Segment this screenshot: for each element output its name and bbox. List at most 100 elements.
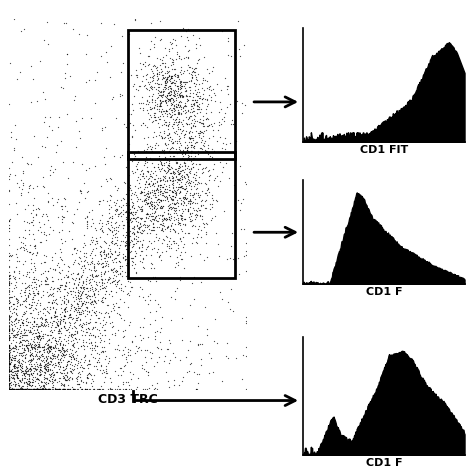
Point <box>73 385 81 392</box>
Point <box>137 215 145 223</box>
Point <box>37 321 45 328</box>
Point <box>70 307 78 315</box>
Point <box>137 223 145 230</box>
Point <box>199 165 206 173</box>
Point <box>12 315 19 323</box>
Point <box>42 353 50 360</box>
Point <box>26 351 34 359</box>
Point <box>91 308 98 316</box>
Point <box>185 133 192 141</box>
Point <box>43 133 51 141</box>
Point <box>164 97 172 105</box>
Point <box>186 156 193 164</box>
Point <box>174 166 182 174</box>
Point <box>80 261 88 269</box>
Point <box>38 385 46 392</box>
Point <box>106 245 114 253</box>
Point <box>89 273 96 281</box>
Point <box>237 200 245 207</box>
Point <box>112 207 120 214</box>
Point <box>58 345 65 353</box>
Point <box>8 327 16 334</box>
Point <box>209 68 216 75</box>
Point <box>98 219 106 227</box>
Point <box>133 191 140 199</box>
Point <box>123 207 130 215</box>
Point <box>158 121 166 128</box>
Point <box>55 385 62 392</box>
Point <box>6 384 13 392</box>
Point <box>35 348 43 356</box>
Point <box>209 203 216 211</box>
Point <box>165 159 173 166</box>
Point <box>36 385 44 392</box>
Point <box>53 323 60 331</box>
Point <box>20 217 28 225</box>
Point <box>186 360 194 368</box>
Point <box>18 385 26 392</box>
Point <box>173 49 181 56</box>
Point <box>71 330 79 338</box>
Point <box>188 177 195 185</box>
Point <box>218 168 226 176</box>
Point <box>192 138 200 146</box>
Point <box>39 353 47 360</box>
Point <box>170 170 178 178</box>
Point <box>15 334 22 342</box>
Point <box>32 210 39 218</box>
Point <box>119 254 127 262</box>
Point <box>144 187 152 194</box>
Point <box>168 212 175 220</box>
Point <box>190 134 197 142</box>
Point <box>64 325 72 332</box>
Point <box>152 214 159 221</box>
Point <box>128 219 135 226</box>
Point <box>6 187 13 195</box>
Point <box>27 336 35 343</box>
Point <box>16 301 24 308</box>
Point <box>37 238 45 246</box>
Point <box>6 381 13 389</box>
Point <box>7 170 14 178</box>
Point <box>6 221 13 228</box>
Point <box>112 268 119 276</box>
Point <box>20 310 28 318</box>
Point <box>120 333 128 340</box>
Point <box>71 385 78 392</box>
Point <box>6 100 13 108</box>
Point <box>24 319 32 326</box>
Point <box>85 279 93 287</box>
Point <box>6 346 13 354</box>
Point <box>132 239 140 246</box>
Point <box>45 385 53 392</box>
Point <box>54 275 62 283</box>
Point <box>126 346 134 354</box>
Point <box>49 343 57 351</box>
Point <box>137 175 144 182</box>
Point <box>128 133 136 140</box>
Point <box>155 153 163 160</box>
Point <box>31 385 39 392</box>
Point <box>156 100 164 108</box>
Point <box>109 265 117 273</box>
Point <box>188 160 196 168</box>
Point <box>186 108 193 115</box>
Point <box>190 170 197 177</box>
Point <box>151 103 158 111</box>
Point <box>12 385 19 392</box>
Point <box>216 158 223 165</box>
Point <box>141 365 148 373</box>
Point <box>160 128 168 135</box>
Point <box>184 55 192 62</box>
Point <box>126 351 133 359</box>
Point <box>147 167 155 175</box>
Point <box>204 145 211 152</box>
Point <box>93 325 101 333</box>
Point <box>90 323 97 331</box>
Point <box>180 264 187 272</box>
Point <box>123 218 131 225</box>
Point <box>10 308 18 316</box>
Point <box>146 189 154 197</box>
Point <box>129 242 137 249</box>
Point <box>113 278 120 286</box>
